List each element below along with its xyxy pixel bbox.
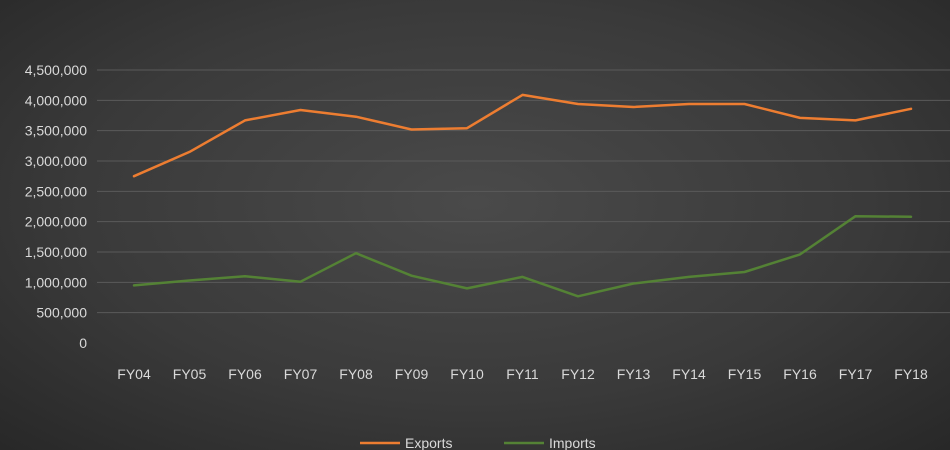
y-tick-label: 2,500,000 (25, 183, 87, 199)
y-tick-label: 500,000 (36, 305, 87, 321)
x-tick-label: FY14 (672, 366, 706, 382)
x-tick-label: FY18 (894, 366, 928, 382)
x-tick-label: FY10 (450, 366, 484, 382)
x-tick-label: FY09 (395, 366, 429, 382)
legend: Exports Imports (360, 435, 596, 450)
gridlines (97, 69, 950, 314)
series-line-imports (132, 214, 913, 298)
x-tick-label: FY08 (339, 366, 373, 382)
x-tick-label: FY15 (728, 366, 762, 382)
legend-label-exports: Exports (405, 435, 452, 450)
y-tick-label: 2,000,000 (25, 214, 87, 230)
y-tick-label: 4,000,000 (25, 92, 87, 108)
y-tick-label: 4,500,000 (25, 62, 87, 78)
y-tick-label: 3,000,000 (25, 153, 87, 169)
legend-label-imports: Imports (549, 435, 596, 450)
series-line-exports (132, 93, 913, 178)
y-tick-label: 0 (79, 335, 87, 351)
y-axis-tick-labels: 0 500,000 1,000,000 1,500,000 2,000,000 2,500… (25, 62, 88, 351)
y-tick-label: 1,500,000 (25, 244, 87, 260)
x-tick-label: FY12 (561, 366, 595, 382)
x-tick-label: FY16 (783, 366, 817, 382)
x-tick-label: FY11 (506, 366, 539, 382)
x-tick-label: FY17 (839, 366, 873, 382)
x-tick-label: FY13 (617, 366, 651, 382)
x-tick-label: FY06 (228, 366, 262, 382)
x-tick-label: FY05 (173, 366, 207, 382)
series-lines (132, 93, 913, 298)
x-tick-label: FY07 (284, 366, 318, 382)
y-tick-label: 3,500,000 (25, 123, 87, 139)
x-tick-label: FY04 (117, 366, 151, 382)
y-tick-label: 1,000,000 (25, 274, 87, 290)
x-axis-tick-labels: FY04 FY05 FY06 FY07 FY08 FY09 FY10 FY11 FY12 FY13… (117, 366, 928, 382)
